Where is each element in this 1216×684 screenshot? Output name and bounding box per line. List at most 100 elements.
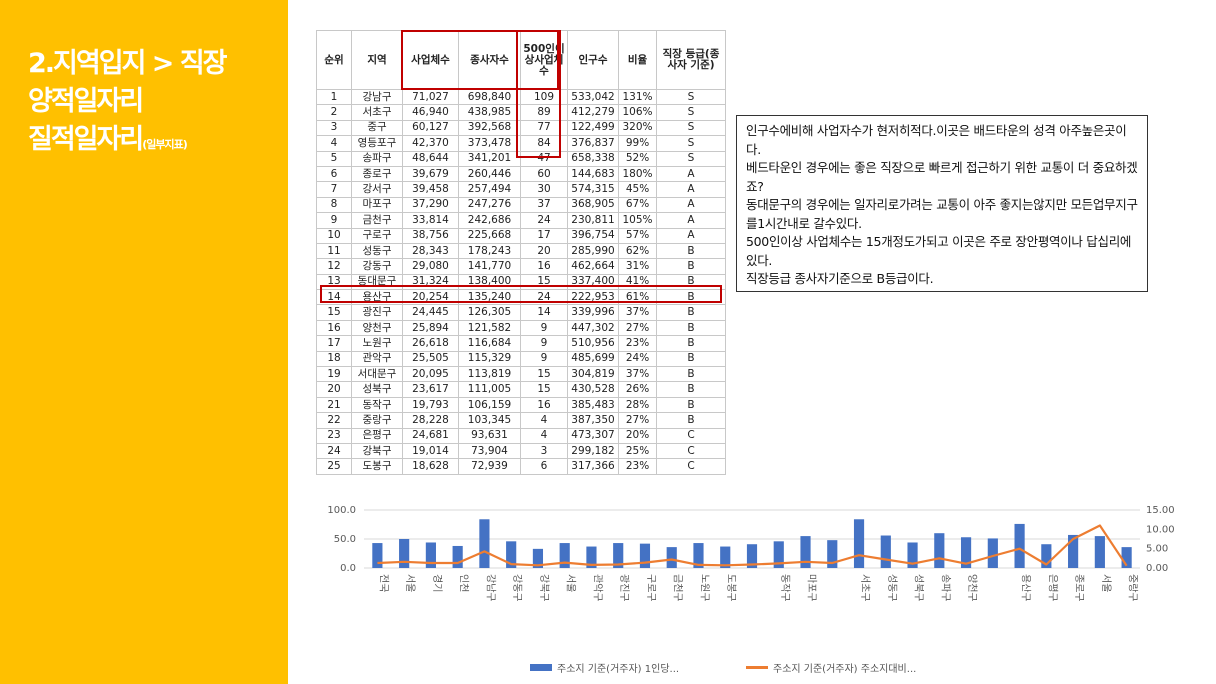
cell-businesses: 24,681 <box>402 427 459 444</box>
cell-businesses: 20,095 <box>402 366 459 383</box>
left-tick-label: 50.0 <box>334 534 356 545</box>
cell-grade: S <box>656 135 726 152</box>
cell-population: 144,683 <box>567 165 619 183</box>
legend-bar-label: 주소지 기준(거주자) 1인당... <box>557 664 680 675</box>
cell-large-biz: 109 <box>520 88 568 106</box>
cell-area: 강남구 <box>351 88 403 106</box>
cell-ratio: 61% <box>618 289 657 306</box>
category-label: 노원구 <box>698 574 710 602</box>
cell-population: 385,483 <box>567 396 619 414</box>
cell-rank: 8 <box>316 196 352 214</box>
table-row: 20 성북구 23,617 111,005 15 430,528 26% B <box>316 381 726 398</box>
cell-large-biz: 15 <box>520 273 568 291</box>
cell-grade: B <box>656 350 726 368</box>
cell-ratio: 31% <box>618 258 657 275</box>
note-line: 인구수에비해 사업자수가 현저히적다.이곳은 배드타운의 성격 아주높은곳이다. <box>746 123 1127 157</box>
cell-area: 마포구 <box>351 196 403 214</box>
note-line: 직장등급 종사자기준으로 B등급이다. <box>746 271 934 286</box>
cell-large-biz: 16 <box>520 396 568 414</box>
table-row: 13 동대문구 31,324 138,400 15 337,400 41% B <box>316 273 726 291</box>
header-ratio: 비율 <box>618 30 657 90</box>
cell-large-biz: 6 <box>520 458 568 475</box>
cell-large-biz: 84 <box>520 135 568 152</box>
cell-population: 368,905 <box>567 196 619 214</box>
cell-area: 용산구 <box>351 289 403 306</box>
right-tick-label: 5.00 <box>1146 544 1168 555</box>
cell-population: 339,996 <box>567 304 619 321</box>
bar <box>372 543 383 568</box>
cell-rank: 18 <box>316 350 352 368</box>
cell-businesses: 33,814 <box>402 212 459 229</box>
cell-area: 구로구 <box>351 227 403 244</box>
cell-grade: B <box>656 289 726 306</box>
cell-employees: 178,243 <box>458 242 521 260</box>
cell-rank: 16 <box>316 319 352 337</box>
cell-grade: A <box>656 181 726 198</box>
cell-ratio: 37% <box>618 304 657 321</box>
bar <box>934 533 945 568</box>
left-tick-label: 100.0 <box>327 505 356 516</box>
cell-businesses: 71,027 <box>402 88 459 106</box>
category-label: 성동구 <box>886 574 898 602</box>
cell-grade: B <box>656 258 726 275</box>
category-label: 서울 <box>565 574 577 592</box>
legend-item-line: 주소지 기준(거주자) 주소지대비... <box>746 660 916 675</box>
note-line: 동대문구의 경우에는 일자리로가려는 교통이 아주 좋지는않지만 모든업무지구를… <box>746 197 1138 231</box>
cell-ratio: 57% <box>618 227 657 244</box>
cell-rank: 2 <box>316 104 352 121</box>
cell-population: 396,754 <box>567 227 619 244</box>
table-row: 5 송파구 48,644 341,201 47 658,338 52% S <box>316 150 726 167</box>
cell-businesses: 42,370 <box>402 135 459 152</box>
title-line-1: 2.지역입지 > 직장 <box>28 48 228 79</box>
table-row: 1 강남구 71,027 698,840 109 533,042 131% S <box>316 88 726 106</box>
bar <box>746 544 758 568</box>
cell-employees: 106,159 <box>458 396 521 414</box>
header-area: 지역 <box>351 30 403 90</box>
cell-area: 강동구 <box>351 258 403 275</box>
cell-large-biz: 60 <box>520 165 568 183</box>
category-label: 서울 <box>1100 574 1112 592</box>
cell-grade: S <box>656 150 726 167</box>
table-row: 10 구로구 38,756 225,668 17 396,754 57% A <box>316 227 726 244</box>
category-label: 동작구 <box>779 574 791 602</box>
table-row: 8 마포구 37,290 247,276 37 368,905 67% A <box>316 196 726 214</box>
cell-employees: 242,686 <box>458 212 521 229</box>
cell-employees: 111,005 <box>458 381 521 398</box>
cell-large-biz: 9 <box>520 319 568 337</box>
category-label: 도봉구 <box>725 574 737 602</box>
bar <box>693 543 704 568</box>
cell-rank: 25 <box>316 458 352 475</box>
cell-employees: 247,276 <box>458 196 521 214</box>
cell-large-biz: 24 <box>520 212 568 229</box>
cell-population: 485,699 <box>567 350 619 368</box>
cell-population: 285,990 <box>567 242 619 260</box>
cell-businesses: 39,679 <box>402 165 459 183</box>
cell-large-biz: 4 <box>520 412 568 429</box>
cell-population: 462,664 <box>567 258 619 275</box>
cell-grade: B <box>656 273 726 291</box>
combo-chart: 0.0 50.0 100.0 0.00 5.00 10.00 15.00 전국 서울 경기 인천 강남… <box>318 498 1198 684</box>
right-tick-label: 0.00 <box>1146 563 1168 574</box>
cell-businesses: 26,618 <box>402 335 459 352</box>
bar <box>1041 544 1052 568</box>
cell-population: 304,819 <box>567 366 619 383</box>
table-row: 16 양천구 25,894 121,582 9 447,302 27% B <box>316 319 726 337</box>
cell-grade: C <box>656 427 726 444</box>
table-row: 15 광진구 24,445 126,305 14 339,996 37% B <box>316 304 726 321</box>
slide-title: 2.지역입지 > 직장 양적일자리 질적일자리(일부지표) <box>28 44 278 165</box>
table-header-row: 순위 지역 사업체수 종사자수 500인이상사업체수 인구수 비율 직장 등급(… <box>316 30 726 90</box>
category-label: 중랑구 <box>1127 574 1139 602</box>
bar <box>1094 536 1105 568</box>
bar <box>1014 523 1025 568</box>
cell-grade: B <box>656 304 726 321</box>
cell-area: 양천구 <box>351 319 403 337</box>
bar <box>559 543 570 568</box>
cell-employees: 438,985 <box>458 104 521 121</box>
cell-population: 376,837 <box>567 135 619 152</box>
table-row: 7 강서구 39,458 257,494 30 574,315 45% A <box>316 181 726 198</box>
legend-bar-swatch <box>530 664 552 671</box>
cell-employees: 126,305 <box>458 304 521 321</box>
cell-employees: 113,819 <box>458 366 521 383</box>
cell-employees: 392,568 <box>458 119 521 137</box>
series-line <box>377 524 1128 567</box>
